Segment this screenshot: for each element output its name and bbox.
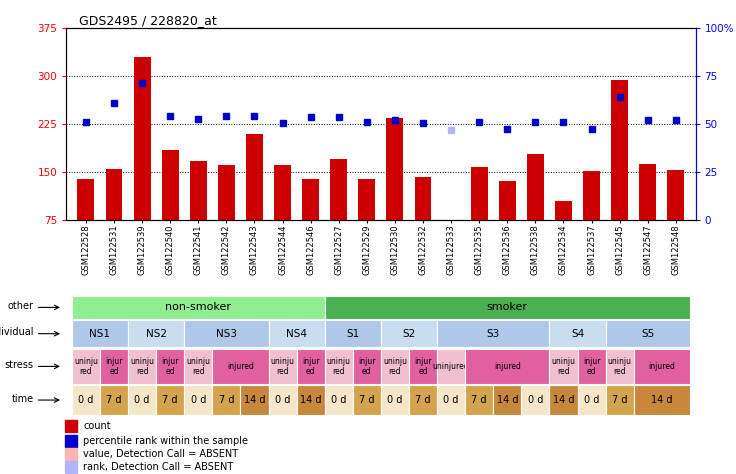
Bar — [134, 57, 151, 220]
Bar — [583, 171, 600, 220]
Bar — [302, 179, 319, 220]
Text: injur
ed: injur ed — [302, 357, 319, 376]
Text: 0 d: 0 d — [443, 395, 459, 405]
Text: S3: S3 — [486, 328, 500, 339]
Text: injur
ed: injur ed — [161, 357, 179, 376]
Text: individual: individual — [0, 328, 34, 337]
Text: 7 d: 7 d — [415, 395, 431, 405]
Text: injured: injured — [494, 362, 521, 371]
Text: uninju
red: uninju red — [383, 357, 407, 376]
Text: count: count — [83, 421, 110, 431]
Text: 7 d: 7 d — [472, 395, 487, 405]
Bar — [527, 155, 544, 220]
Text: value, Detection Call = ABSENT: value, Detection Call = ABSENT — [83, 449, 238, 459]
Text: NS1: NS1 — [90, 328, 110, 339]
Text: 0 d: 0 d — [584, 395, 599, 405]
Text: uninju
red: uninju red — [327, 357, 351, 376]
Text: injur
ed: injur ed — [105, 357, 123, 376]
Text: uninju
red: uninju red — [186, 357, 210, 376]
Text: 14 d: 14 d — [497, 395, 518, 405]
Bar — [218, 164, 235, 220]
Text: 0 d: 0 d — [387, 395, 403, 405]
Text: injur
ed: injur ed — [358, 357, 375, 376]
Text: NS2: NS2 — [146, 328, 166, 339]
Bar — [330, 159, 347, 220]
Text: 7 d: 7 d — [219, 395, 234, 405]
Text: 14 d: 14 d — [300, 395, 322, 405]
Text: 14 d: 14 d — [553, 395, 574, 405]
Bar — [246, 134, 263, 220]
Bar — [611, 80, 628, 220]
Bar — [162, 150, 179, 220]
Bar — [640, 164, 657, 220]
Text: 14 d: 14 d — [651, 395, 673, 405]
Text: 14 d: 14 d — [244, 395, 265, 405]
Text: non-smoker: non-smoker — [166, 302, 231, 312]
Text: 0 d: 0 d — [135, 395, 150, 405]
Bar — [668, 170, 684, 220]
Text: uninju
red: uninju red — [608, 357, 631, 376]
Text: 7 d: 7 d — [612, 395, 627, 405]
Bar — [66, 447, 77, 460]
Text: injured: injured — [227, 362, 254, 371]
Bar — [66, 461, 77, 473]
Text: 0 d: 0 d — [78, 395, 93, 405]
Bar — [358, 179, 375, 220]
Text: NS3: NS3 — [216, 328, 237, 339]
Text: uninjured: uninjured — [433, 362, 470, 371]
Bar — [499, 181, 516, 220]
Text: uninju
red: uninju red — [130, 357, 154, 376]
Text: uninju
red: uninju red — [271, 357, 294, 376]
Text: stress: stress — [4, 360, 34, 370]
Bar — [414, 177, 431, 220]
Text: S1: S1 — [346, 328, 359, 339]
Text: S4: S4 — [571, 328, 584, 339]
Bar — [386, 118, 403, 220]
Text: 7 d: 7 d — [163, 395, 178, 405]
Text: rank, Detection Call = ABSENT: rank, Detection Call = ABSENT — [83, 462, 233, 472]
Text: NS4: NS4 — [286, 328, 307, 339]
Bar — [105, 169, 122, 220]
Text: injur
ed: injur ed — [414, 357, 432, 376]
Text: 0 d: 0 d — [275, 395, 290, 405]
Text: 0 d: 0 d — [191, 395, 206, 405]
Text: 0 d: 0 d — [331, 395, 347, 405]
Text: smoker: smoker — [486, 302, 528, 312]
Text: other: other — [7, 301, 34, 311]
Text: percentile rank within the sample: percentile rank within the sample — [83, 436, 248, 446]
Text: time: time — [12, 393, 34, 403]
Text: 0 d: 0 d — [528, 395, 543, 405]
Text: injured: injured — [648, 362, 675, 371]
Bar — [471, 167, 488, 220]
Text: 7 d: 7 d — [106, 395, 121, 405]
Text: uninju
red: uninju red — [74, 357, 98, 376]
Text: GDS2495 / 228820_at: GDS2495 / 228820_at — [79, 14, 216, 27]
Bar — [555, 201, 572, 220]
Bar — [190, 161, 207, 220]
Bar — [66, 435, 77, 447]
Bar — [77, 179, 94, 220]
Bar — [274, 164, 291, 220]
Text: uninju
red: uninju red — [551, 357, 576, 376]
Text: S5: S5 — [641, 328, 654, 339]
Bar — [66, 420, 77, 432]
Text: 7 d: 7 d — [359, 395, 375, 405]
Text: injur
ed: injur ed — [583, 357, 601, 376]
Text: S2: S2 — [403, 328, 416, 339]
